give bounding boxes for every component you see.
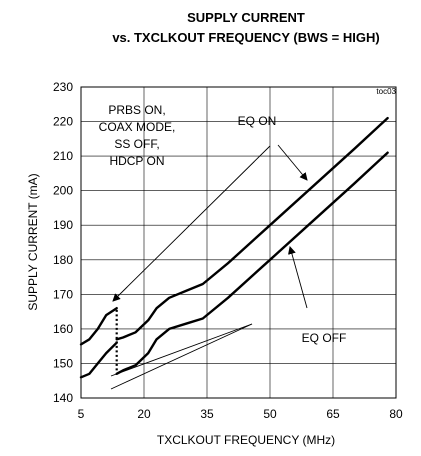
eq-on-arrow — [277, 144, 308, 181]
series-line — [115, 116, 389, 341]
annotations: PRBS ON, COAX MODE, SS OFF, HDCP ON EQ O… — [99, 103, 347, 390]
eq-on-label: EQ ON — [238, 114, 277, 128]
y-axis-label: SUPPLY CURRENT (mA) — [26, 173, 40, 310]
x-tick-label: 20 — [137, 407, 151, 421]
x-tick-label: 50 — [263, 407, 277, 421]
series-eq-off — [79, 151, 389, 379]
series-line — [115, 151, 389, 375]
y-tick-label: 170 — [53, 287, 73, 301]
y-tick-label: 190 — [53, 218, 73, 232]
conditions-line-3: SS OFF, — [114, 137, 159, 151]
y-tick-label: 200 — [53, 184, 73, 198]
x-tick-label: 35 — [200, 407, 214, 421]
chart-title-line-1: SUPPLY CURRENT — [187, 10, 305, 25]
y-tick-label: 160 — [53, 322, 73, 336]
eq-off-arrow — [288, 246, 308, 309]
x-tick-label: 65 — [326, 407, 340, 421]
conditions-line-1: PRBS ON, — [108, 103, 165, 117]
conditions-pointer-line-1 — [110, 323, 253, 377]
conditions-line-2: COAX MODE, — [99, 120, 176, 134]
y-tick-label: 140 — [53, 391, 73, 405]
y-tick-label: 230 — [53, 80, 73, 94]
chart-title-line-2: vs. TXCLKOUT FREQUENCY (BWS = HIGH) — [112, 30, 379, 45]
plot-area — [79, 116, 389, 379]
eq-off-label: EQ OFF — [302, 331, 347, 345]
series-line — [79, 341, 118, 379]
y-tick-label: 150 — [53, 356, 73, 370]
x-tick-label: 5 — [78, 407, 85, 421]
series-eq-on — [79, 116, 389, 346]
tick-labels: 5 20 35 50 65 80 140 150 160 170 180 190 200 210 220 23… — [53, 80, 403, 421]
y-tick-label: 180 — [53, 253, 73, 267]
plot-frame — [80, 86, 397, 399]
conditions-arrow — [112, 145, 271, 302]
series-line — [79, 307, 118, 346]
x-tick-label: 80 — [389, 407, 403, 421]
conditions-line-4: HDCP ON — [109, 154, 164, 168]
figure-tag: toc03 — [376, 87, 396, 96]
y-tick-label: 220 — [53, 115, 73, 129]
x-axis-label: TXCLKOUT FREQUENCY (MHz) — [157, 433, 335, 447]
conditions-pointer-line-2 — [110, 323, 253, 390]
y-tick-label: 210 — [53, 149, 73, 163]
